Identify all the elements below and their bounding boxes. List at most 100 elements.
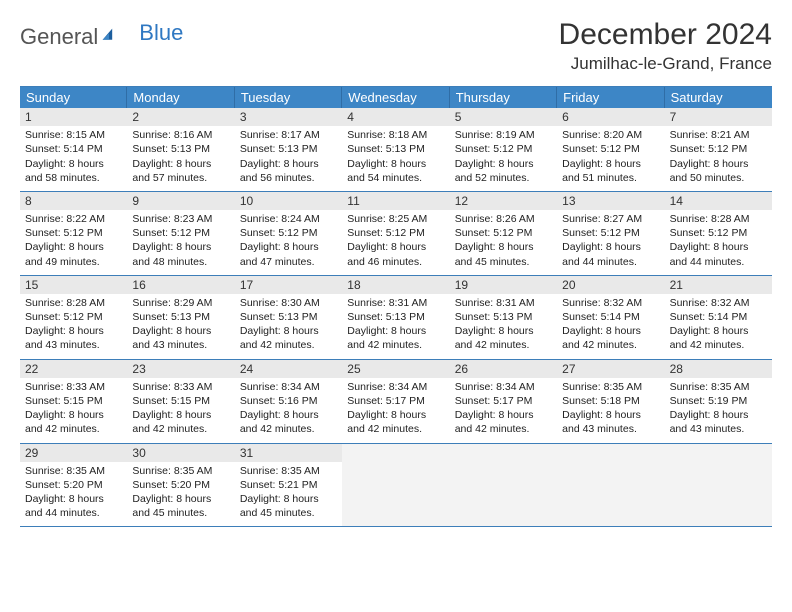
day-cell: 17Sunrise: 8:30 AMSunset: 5:13 PMDayligh… bbox=[235, 276, 342, 359]
daylight-line: Daylight: 8 hours and 42 minutes. bbox=[347, 324, 444, 352]
dow-fri: Friday bbox=[557, 87, 664, 108]
sunrise-line: Sunrise: 8:33 AM bbox=[132, 380, 229, 394]
day-cell: 11Sunrise: 8:25 AMSunset: 5:12 PMDayligh… bbox=[342, 192, 449, 275]
daylight-line: Daylight: 8 hours and 58 minutes. bbox=[25, 157, 122, 185]
sunset-line: Sunset: 5:12 PM bbox=[562, 142, 659, 156]
sunset-line: Sunset: 5:13 PM bbox=[240, 310, 337, 324]
daylight-line: Daylight: 8 hours and 44 minutes. bbox=[25, 492, 122, 520]
logo-text-blue: Blue bbox=[139, 20, 183, 46]
calendar: Sunday Monday Tuesday Wednesday Thursday… bbox=[20, 86, 772, 527]
sunset-line: Sunset: 5:17 PM bbox=[455, 394, 552, 408]
daynum-bar: 30 bbox=[127, 444, 234, 462]
weeks-container: 1Sunrise: 8:15 AMSunset: 5:14 PMDaylight… bbox=[20, 108, 772, 527]
day-number: 22 bbox=[25, 362, 38, 376]
sunrise-line: Sunrise: 8:20 AM bbox=[562, 128, 659, 142]
sunrise-line: Sunrise: 8:16 AM bbox=[132, 128, 229, 142]
day-cell: 25Sunrise: 8:34 AMSunset: 5:17 PMDayligh… bbox=[342, 360, 449, 443]
daylight-line: Daylight: 8 hours and 44 minutes. bbox=[562, 240, 659, 268]
daynum-bar: 29 bbox=[20, 444, 127, 462]
day-cell: 16Sunrise: 8:29 AMSunset: 5:13 PMDayligh… bbox=[127, 276, 234, 359]
day-number: 31 bbox=[240, 446, 253, 460]
day-number: 2 bbox=[132, 110, 139, 124]
daylight-line: Daylight: 8 hours and 49 minutes. bbox=[25, 240, 122, 268]
daylight-line: Daylight: 8 hours and 56 minutes. bbox=[240, 157, 337, 185]
sunset-line: Sunset: 5:12 PM bbox=[25, 226, 122, 240]
day-number: 21 bbox=[670, 278, 683, 292]
day-number: 6 bbox=[562, 110, 569, 124]
day-cell: 24Sunrise: 8:34 AMSunset: 5:16 PMDayligh… bbox=[235, 360, 342, 443]
day-cell: 21Sunrise: 8:32 AMSunset: 5:14 PMDayligh… bbox=[665, 276, 772, 359]
sunset-line: Sunset: 5:13 PM bbox=[132, 142, 229, 156]
daynum-bar: 17 bbox=[235, 276, 342, 294]
daynum-bar: 21 bbox=[665, 276, 772, 294]
sunset-line: Sunset: 5:15 PM bbox=[132, 394, 229, 408]
sunset-line: Sunset: 5:20 PM bbox=[25, 478, 122, 492]
daynum-bar: 26 bbox=[450, 360, 557, 378]
sunset-line: Sunset: 5:13 PM bbox=[132, 310, 229, 324]
sunrise-line: Sunrise: 8:21 AM bbox=[670, 128, 767, 142]
sunrise-line: Sunrise: 8:34 AM bbox=[347, 380, 444, 394]
sunrise-line: Sunrise: 8:26 AM bbox=[455, 212, 552, 226]
daynum-bar: 13 bbox=[557, 192, 664, 210]
daynum-bar: 22 bbox=[20, 360, 127, 378]
sunrise-line: Sunrise: 8:22 AM bbox=[25, 212, 122, 226]
sunrise-line: Sunrise: 8:32 AM bbox=[670, 296, 767, 310]
daynum-bar: 9 bbox=[127, 192, 234, 210]
sunrise-line: Sunrise: 8:19 AM bbox=[455, 128, 552, 142]
sunset-line: Sunset: 5:14 PM bbox=[670, 310, 767, 324]
daylight-line: Daylight: 8 hours and 43 minutes. bbox=[25, 324, 122, 352]
daylight-line: Daylight: 8 hours and 42 minutes. bbox=[455, 408, 552, 436]
daynum-bar: 6 bbox=[557, 108, 664, 126]
daynum-bar: 16 bbox=[127, 276, 234, 294]
daynum-bar: 18 bbox=[342, 276, 449, 294]
sunset-line: Sunset: 5:14 PM bbox=[25, 142, 122, 156]
empty-tail bbox=[342, 444, 772, 527]
sunset-line: Sunset: 5:16 PM bbox=[240, 394, 337, 408]
dow-mon: Monday bbox=[127, 87, 234, 108]
sunrise-line: Sunrise: 8:33 AM bbox=[25, 380, 122, 394]
daylight-line: Daylight: 8 hours and 52 minutes. bbox=[455, 157, 552, 185]
daylight-line: Daylight: 8 hours and 54 minutes. bbox=[347, 157, 444, 185]
day-cell: 23Sunrise: 8:33 AMSunset: 5:15 PMDayligh… bbox=[127, 360, 234, 443]
daylight-line: Daylight: 8 hours and 50 minutes. bbox=[670, 157, 767, 185]
week-row: 22Sunrise: 8:33 AMSunset: 5:15 PMDayligh… bbox=[20, 360, 772, 444]
day-number: 13 bbox=[562, 194, 575, 208]
daylight-line: Daylight: 8 hours and 43 minutes. bbox=[670, 408, 767, 436]
day-cell: 28Sunrise: 8:35 AMSunset: 5:19 PMDayligh… bbox=[665, 360, 772, 443]
daynum-bar: 31 bbox=[235, 444, 342, 462]
sunset-line: Sunset: 5:12 PM bbox=[670, 142, 767, 156]
daynum-bar: 25 bbox=[342, 360, 449, 378]
sunset-line: Sunset: 5:21 PM bbox=[240, 478, 337, 492]
dow-thu: Thursday bbox=[450, 87, 557, 108]
daynum-bar: 19 bbox=[450, 276, 557, 294]
sail-icon bbox=[101, 27, 117, 43]
dow-row: Sunday Monday Tuesday Wednesday Thursday… bbox=[20, 87, 772, 108]
week-row: 29 Sunrise: 8:35 AMSunset: 5:20 PMDayligh… bbox=[20, 444, 772, 528]
sunset-line: Sunset: 5:19 PM bbox=[670, 394, 767, 408]
day-number: 20 bbox=[562, 278, 575, 292]
day-cell: 5 Sunrise: 8:19 AMSunset: 5:12 PMDaylight… bbox=[450, 108, 557, 191]
sunset-line: Sunset: 5:12 PM bbox=[455, 142, 552, 156]
daylight-line: Daylight: 8 hours and 51 minutes. bbox=[562, 157, 659, 185]
dow-sat: Saturday bbox=[665, 87, 772, 108]
month-title: December 2024 bbox=[559, 18, 772, 52]
sunset-line: Sunset: 5:12 PM bbox=[670, 226, 767, 240]
sunrise-line: Sunrise: 8:31 AM bbox=[455, 296, 552, 310]
daynum-bar: 23 bbox=[127, 360, 234, 378]
sunset-line: Sunset: 5:12 PM bbox=[132, 226, 229, 240]
daylight-line: Daylight: 8 hours and 45 minutes. bbox=[455, 240, 552, 268]
daynum-bar: 5 bbox=[450, 108, 557, 126]
daynum-bar: 27 bbox=[557, 360, 664, 378]
daynum-bar: 3 bbox=[235, 108, 342, 126]
daynum-bar: 15 bbox=[20, 276, 127, 294]
day-cell: 12Sunrise: 8:26 AMSunset: 5:12 PMDayligh… bbox=[450, 192, 557, 275]
day-number: 10 bbox=[240, 194, 253, 208]
sunrise-line: Sunrise: 8:35 AM bbox=[25, 464, 122, 478]
sunset-line: Sunset: 5:12 PM bbox=[455, 226, 552, 240]
week-row: 1Sunrise: 8:15 AMSunset: 5:14 PMDaylight… bbox=[20, 108, 772, 192]
daylight-line: Daylight: 8 hours and 43 minutes. bbox=[132, 324, 229, 352]
day-number: 14 bbox=[670, 194, 683, 208]
daylight-line: Daylight: 8 hours and 42 minutes. bbox=[347, 408, 444, 436]
day-cell: 29 Sunrise: 8:35 AMSunset: 5:20 PMDayligh… bbox=[20, 444, 127, 527]
day-number: 23 bbox=[132, 362, 145, 376]
